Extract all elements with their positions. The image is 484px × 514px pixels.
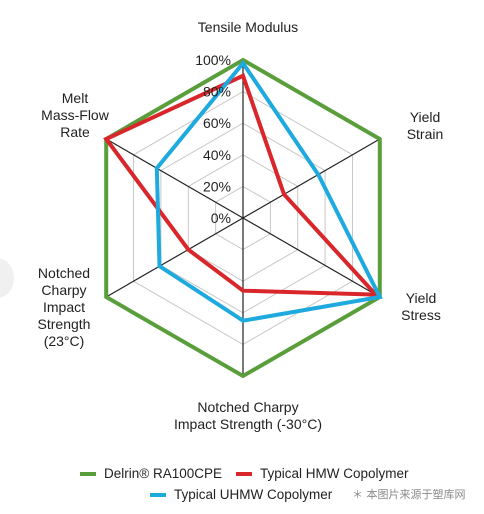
tick-label-40pct: 40% [203,147,231,163]
watermark-text: ＊ 本图片来源于塑库网 [352,488,466,501]
tick-label-0pct: 0% [211,210,231,226]
axis-label-3: Yield Stress [401,290,441,323]
axis-label-5-line-5: (23°C) [44,333,85,349]
axis-label-4-line-1: Notched Charpy [197,399,298,415]
legend-item-1: Delrin® RA100CPE [80,466,222,481]
axis-label-3-line-2: Stress [401,307,441,323]
axis-spoke-2 [242,138,381,219]
edge-decoration [0,258,14,298]
axis-spoke-5 [105,217,244,298]
tick-label-20pct: 20% [203,178,231,194]
legend-item-2: Typical HMW Copolymer [236,466,409,481]
legend-label-2: Typical HMW Copolymer [260,466,409,481]
axis-label-2: Yield Strain [407,109,444,142]
legend-label-1: Delrin® RA100CPE [104,466,222,481]
axis-label-6-line-2: Mass-Flow [41,107,110,123]
axis-label-5-line-2: Charpy [41,282,86,298]
legend-swatch-2 [236,471,252,476]
axis-label-2-line-1: Yield [410,109,441,125]
axis-label-1-line-1: Tensile Modulus [198,19,298,35]
axis-label-2-line-2: Strain [407,126,444,142]
axis-label-4: Notched Charpy Impact Strength (-30°C) [174,399,322,432]
legend-swatch-3 [150,492,166,497]
axis-label-6-line-1: Melt [62,90,89,106]
axis-label-3-line-1: Yield [406,290,437,306]
axis-label-5: Notched Charpy Impact Strength (23°C) [38,265,91,349]
axis-label-6-line-3: Rate [60,124,90,140]
legend-item-3: Typical UHMW Copolymer [150,487,332,502]
axis-label-1: Tensile Modulus [198,19,298,35]
axis-label-5-line-3: Impact [43,299,85,315]
axis-label-5-line-4: Strength [38,316,91,332]
legend-label-3: Typical UHMW Copolymer [174,487,333,502]
axis-spoke-6 [105,138,244,219]
series-line-3 [154,59,383,323]
axis-label-5-line-1: Notched [38,265,90,281]
tick-label-80pct: 80% [203,84,231,100]
tick-label-60pct: 60% [203,115,231,131]
axis-label-4-line-2: Impact Strength (-30°C) [174,416,322,432]
axis-spoke-3 [242,217,381,298]
axis-label-6: Melt Mass-Flow Rate [41,90,110,140]
tick-label-100pct: 100% [195,52,231,68]
series-line-2 [103,73,381,297]
legend-swatch-1 [80,471,96,476]
